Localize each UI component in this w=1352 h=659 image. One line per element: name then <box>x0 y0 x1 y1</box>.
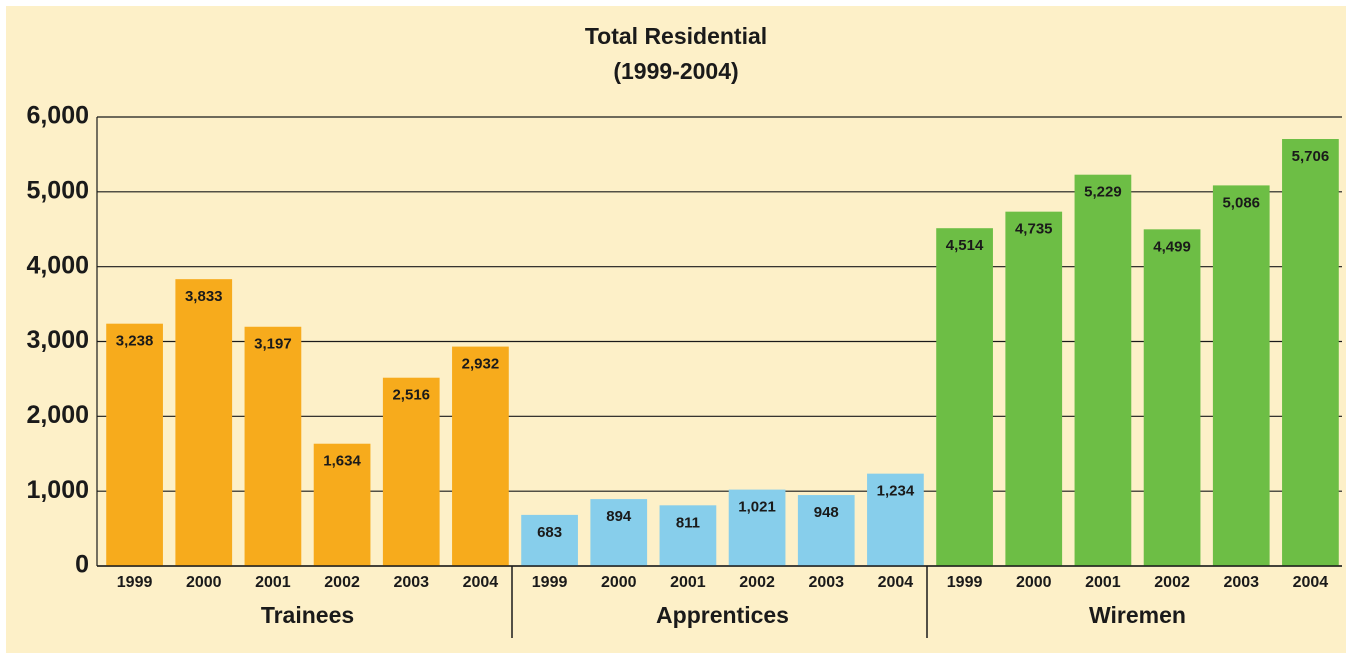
x-tick-label: 2001 <box>255 574 291 591</box>
value-label: 2,516 <box>392 387 430 404</box>
chart-title: Total Residential <box>585 23 767 49</box>
bar <box>1005 211 1063 566</box>
y-tick-label: 4,000 <box>26 251 89 279</box>
x-tick-label: 1999 <box>532 574 568 591</box>
bar <box>521 514 578 566</box>
bar <box>106 323 163 566</box>
value-label: 4,499 <box>1153 238 1191 255</box>
group-label: Trainees <box>261 602 354 628</box>
bar <box>244 326 302 566</box>
x-tick-label: 2002 <box>739 574 775 591</box>
x-tick-label: 2004 <box>878 574 914 591</box>
group-label: Apprentices <box>656 602 789 628</box>
x-tick-label: 2001 <box>670 574 706 591</box>
x-tick-label: 2003 <box>393 574 429 591</box>
y-tick-label: 0 <box>75 551 89 579</box>
x-tick-label: 2000 <box>186 574 222 591</box>
value-label: 5,229 <box>1084 184 1122 201</box>
value-label: 5,086 <box>1222 194 1260 211</box>
x-tick-label: 2002 <box>324 574 360 591</box>
x-tick-label: 2000 <box>1016 574 1052 591</box>
bar <box>1143 229 1201 566</box>
y-tick-label: 5,000 <box>26 176 89 204</box>
value-label: 1,021 <box>738 499 776 516</box>
bar <box>867 473 924 566</box>
value-label: 3,833 <box>185 288 223 305</box>
x-tick-label: 1999 <box>947 574 983 591</box>
group-label: Wiremen <box>1089 602 1186 628</box>
x-tick-label: 2003 <box>808 574 844 591</box>
x-tick-label: 2000 <box>601 574 637 591</box>
y-tick-label: 2,000 <box>26 401 89 429</box>
value-label: 894 <box>606 508 632 525</box>
x-tick-label: 2004 <box>463 574 499 591</box>
y-tick-label: 6,000 <box>26 102 89 130</box>
bar <box>797 495 855 566</box>
y-tick-label: 3,000 <box>26 326 89 354</box>
x-tick-label: 2001 <box>1085 574 1121 591</box>
x-tick-label: 2002 <box>1154 574 1190 591</box>
bar <box>728 489 786 566</box>
bar <box>1212 185 1270 567</box>
bar <box>1074 174 1132 566</box>
bar <box>382 377 440 566</box>
chart-subtitle: (1999-2004) <box>613 58 738 84</box>
value-label: 811 <box>676 514 700 531</box>
value-label: 4,514 <box>946 237 984 254</box>
x-tick-label: 2004 <box>1293 574 1329 591</box>
bar <box>590 499 648 566</box>
bar <box>313 443 371 566</box>
value-label: 683 <box>537 524 562 541</box>
y-tick-label: 1,000 <box>26 476 89 504</box>
bar <box>936 228 993 566</box>
x-tick-label: 2003 <box>1223 574 1259 591</box>
bar <box>175 279 233 566</box>
value-label: 1,634 <box>323 453 361 470</box>
bar <box>452 346 509 566</box>
value-label: 948 <box>814 504 839 521</box>
value-label: 1,234 <box>877 483 915 500</box>
bar <box>1282 139 1339 566</box>
value-label: 3,238 <box>116 333 154 350</box>
value-label: 2,932 <box>462 356 500 373</box>
value-label: 4,735 <box>1015 221 1053 238</box>
bar <box>659 505 717 566</box>
x-tick-label: 1999 <box>117 574 153 591</box>
value-label: 3,197 <box>254 336 292 353</box>
value-label: 5,706 <box>1292 148 1330 165</box>
